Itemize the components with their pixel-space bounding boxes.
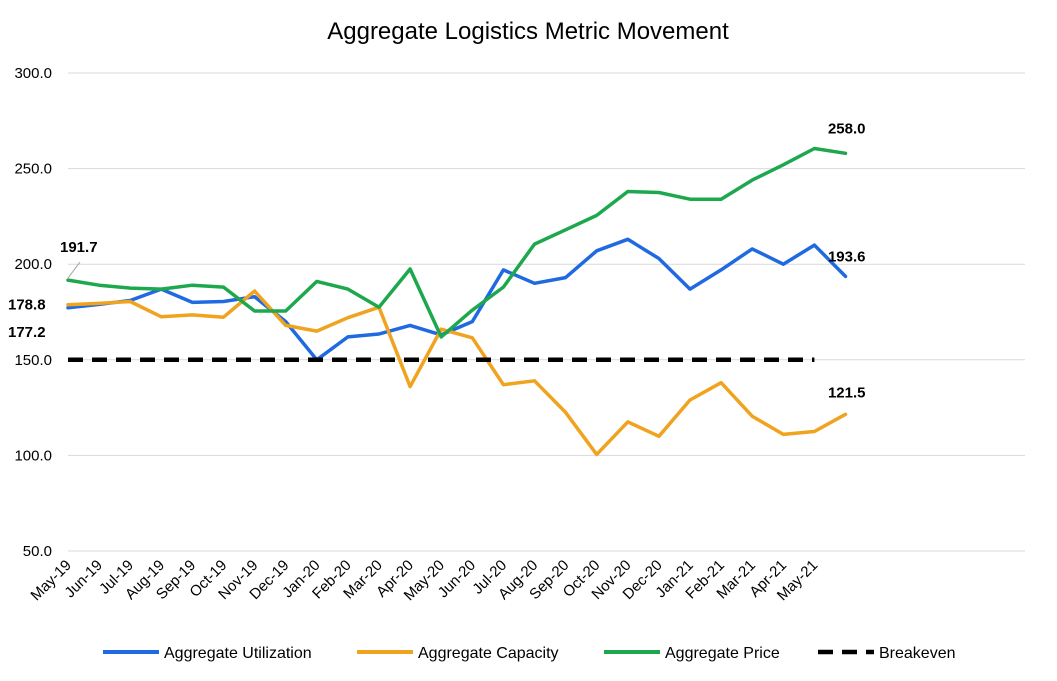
gridlines — [68, 72, 1025, 552]
chart-title: Aggregate Logistics Metric Movement — [327, 18, 729, 45]
legend-label: Breakeven — [879, 645, 956, 662]
data-label: 177.2 — [8, 324, 46, 341]
y-tick-label: 300.0 — [14, 65, 52, 82]
data-labels: 191.7 178.8 177.2 258.0 193.6 121.5 — [8, 120, 866, 401]
y-tick-label: 100.0 — [14, 447, 52, 464]
x-tick-label: May-19 — [27, 557, 74, 604]
y-tick-label: 200.0 — [14, 256, 52, 273]
y-axis-tick-labels: 50.0 100.0 150.0 200.0 250.0 300.0 — [14, 65, 52, 560]
data-label: 191.7 — [60, 239, 98, 256]
data-label-leader — [67, 261, 81, 279]
legend: Aggregate Utilization Aggregate Capacity A… — [103, 645, 956, 662]
data-label: 258.0 — [828, 120, 866, 137]
series-line-aggregate-utilization — [66, 237, 848, 362]
data-label: 193.6 — [828, 248, 866, 265]
data-label: 178.8 — [8, 297, 46, 314]
series-lines — [66, 146, 848, 457]
legend-label: Aggregate Capacity — [418, 645, 559, 662]
series-line-aggregate-capacity — [66, 289, 848, 457]
y-tick-label: 150.0 — [14, 352, 52, 369]
series-line-aggregate-price — [66, 146, 848, 339]
y-tick-label: 250.0 — [14, 161, 52, 178]
legend-label: Aggregate Price — [665, 645, 780, 662]
data-label: 121.5 — [828, 384, 866, 401]
x-axis-tick-labels: May-19Jun-19Jul-19Aug-19Sep-19Oct-19Nov-… — [27, 557, 821, 604]
legend-label: Aggregate Utilization — [164, 645, 312, 662]
y-tick-label: 50.0 — [23, 543, 52, 560]
